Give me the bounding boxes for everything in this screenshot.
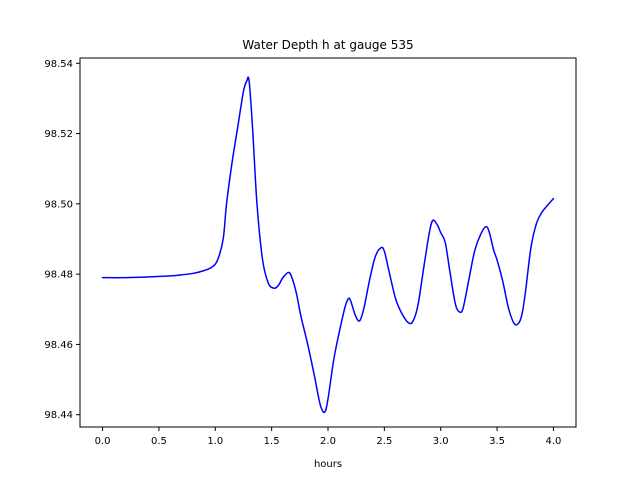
y-tick-label: 98.54	[44, 59, 73, 70]
plot-frame	[79, 57, 577, 428]
x-tick-label: 2.0	[320, 436, 336, 447]
x-tick-label: 3.5	[489, 436, 505, 447]
y-tick-label: 98.44	[44, 410, 73, 421]
x-tick-label: 0.0	[95, 436, 111, 447]
x-tick-label: 4.0	[546, 436, 562, 447]
series-line	[101, 76, 555, 414]
y-tick-label: 98.52	[44, 129, 73, 140]
x-axis-ticks: 0.0 0.5 1.0 1.5 2.0 2.5 3.0 3.5 4.0	[95, 427, 562, 447]
y-tick-label: 98.50	[44, 199, 73, 210]
y-tick-label: 98.48	[44, 270, 73, 281]
x-axis-label: hours	[314, 459, 342, 470]
y-tick-label: 98.46	[44, 340, 73, 351]
y-axis-ticks: 98.44 98.46 98.48 98.50 98.52 98.54	[44, 59, 80, 421]
x-tick-label: 1.0	[207, 436, 223, 447]
x-tick-label: 2.5	[376, 436, 392, 447]
chart-title: Water Depth h at gauge 535	[242, 38, 413, 52]
x-tick-label: 3.0	[433, 436, 449, 447]
x-tick-label: 0.5	[151, 436, 167, 447]
x-tick-label: 1.5	[264, 436, 280, 447]
